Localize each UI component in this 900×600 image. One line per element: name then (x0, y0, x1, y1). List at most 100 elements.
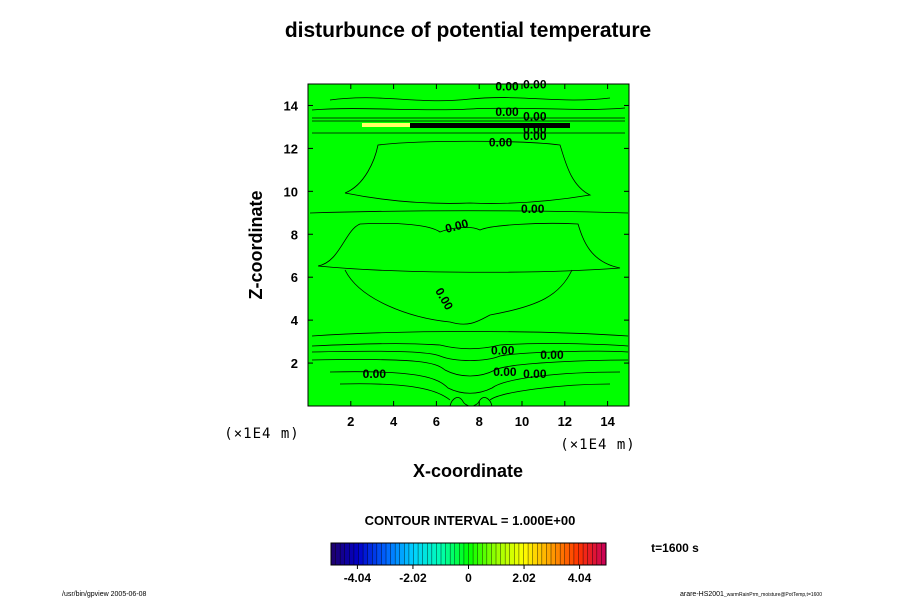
colorbar-cell (386, 543, 391, 565)
y-tick-label: 6 (291, 270, 298, 285)
contour-label: 0.00 (523, 122, 547, 136)
contour-line (311, 350, 629, 361)
contour-line (317, 222, 621, 273)
colorbar-cell (399, 543, 405, 565)
colorbar-cell (532, 543, 538, 565)
contour-line (309, 210, 629, 214)
colorbar-cell (353, 543, 359, 565)
colorbar-ticks: -4.04 -2.02 0 2.02 4.04 (344, 565, 592, 585)
colorbar-cell (395, 543, 401, 565)
y-tick-label: 4 (291, 313, 299, 328)
colorbar-cell (418, 543, 423, 565)
colorbar-cell (523, 543, 529, 565)
contour-interval-label: CONTOUR INTERVAL = 1.000E+00 (365, 513, 576, 528)
y-tick-label: 2 (291, 356, 298, 371)
colorbar-cell (496, 543, 501, 565)
x-tick-label: 6 (433, 414, 440, 429)
contour-lines (309, 97, 629, 407)
colorbar-cell (592, 543, 598, 565)
colorbar-cell (473, 543, 478, 565)
colorbar-tick-label: 2.02 (512, 571, 536, 585)
plot-frame (307, 83, 630, 407)
x-axis-label: X-coordinate (413, 461, 523, 481)
colorbar-cell (331, 543, 336, 565)
contour-line (311, 107, 626, 111)
colorbar-cell (573, 543, 579, 565)
y-tick-label: 8 (291, 227, 298, 242)
colorbar-cell (505, 543, 511, 565)
colorbar-cell (376, 543, 382, 565)
colorbar-cell (555, 543, 561, 565)
contour-label: 0.00 (495, 105, 519, 119)
colorbar-cell (340, 543, 346, 565)
field-fill (308, 84, 629, 406)
contour-label: 0.00 (523, 367, 547, 381)
x-tick-label: 8 (476, 414, 483, 429)
contour-line (344, 269, 573, 325)
colorbar-cell (463, 543, 469, 565)
y-tick-label: 12 (284, 141, 298, 156)
contour-label: 0.00 (523, 129, 547, 143)
x-tick-label: 2 (347, 414, 354, 429)
colorbar-cell (445, 543, 451, 565)
colorbar-cell (413, 543, 419, 565)
colorbar-cell (551, 543, 556, 565)
colorbar-cell (450, 543, 456, 565)
colorbar-cell (404, 543, 410, 565)
colorbar-tick-label: 0 (465, 571, 472, 585)
colorbar-cell (564, 543, 570, 565)
contour-line (344, 140, 592, 204)
colorbar-cell (578, 543, 584, 565)
colorbar-cell (349, 543, 355, 565)
x-tick-label: 4 (390, 414, 398, 429)
y-tick-label: 10 (284, 184, 298, 199)
contour-label: 0.00 (540, 348, 564, 362)
colorbar: -4.04 -2.02 0 2.02 4.04 (330, 542, 607, 585)
negative-band (410, 123, 570, 128)
footer-right-main: arare-HS2001 (680, 591, 724, 598)
colorbar-cells (330, 543, 607, 565)
colorbar-cell (363, 543, 368, 565)
footer-right: arare-HS2001_warmRainPrm_moisture@PotTem… (680, 591, 822, 598)
colorbar-cell (408, 543, 414, 565)
colorbar-cell (422, 543, 428, 565)
colorbar-cell (569, 543, 575, 565)
colorbar-cell (482, 543, 488, 565)
colorbar-cell (436, 543, 442, 565)
contour-label: 0.00 (363, 367, 387, 381)
contour-line (329, 97, 611, 102)
contour-label: 0.00 (521, 202, 545, 216)
contour-label: 0.00 (523, 109, 547, 123)
colorbar-tick-label: -4.04 (344, 571, 372, 585)
contour-line (339, 383, 611, 401)
colorbar-cell (441, 543, 446, 565)
y-axis-ticks: 2 4 6 8 10 12 14 (284, 98, 629, 371)
colorbar-cell (537, 543, 543, 565)
colorbar-cell (372, 543, 378, 565)
colorbar-cell (431, 543, 437, 565)
colorbar-cell (367, 543, 373, 565)
colorbar-cell (560, 543, 566, 565)
contour-label: 0.00 (444, 216, 470, 236)
contour-label: 0.00 (489, 135, 513, 149)
colorbar-cell (583, 543, 588, 565)
colorbar-cell (358, 543, 364, 565)
z-unit-label: (×1E4 m) (224, 426, 299, 442)
x-unit-label: (×1E4 m) (560, 437, 635, 453)
plot-area: 0.00 0.000.00 0.000.000.000.000.000.000.00… (284, 77, 630, 429)
footer-left: /usr/bin/gpview 2005-06-08 (62, 591, 147, 598)
x-tick-label: 10 (515, 414, 529, 429)
colorbar-cell (427, 543, 433, 565)
colorbar-cell (390, 543, 396, 565)
chart-title: disturbunce of potential temperature (285, 19, 651, 42)
contour-line (329, 371, 621, 394)
contour-label: 0.00 (493, 365, 517, 379)
colorbar-cell (500, 543, 506, 565)
colorbar-cell (546, 543, 552, 565)
colorbar-cell (477, 543, 483, 565)
colorbar-cell (486, 543, 492, 565)
colorbar-cell (344, 543, 350, 565)
positive-band (362, 123, 410, 127)
colorbar-cell (587, 543, 593, 565)
